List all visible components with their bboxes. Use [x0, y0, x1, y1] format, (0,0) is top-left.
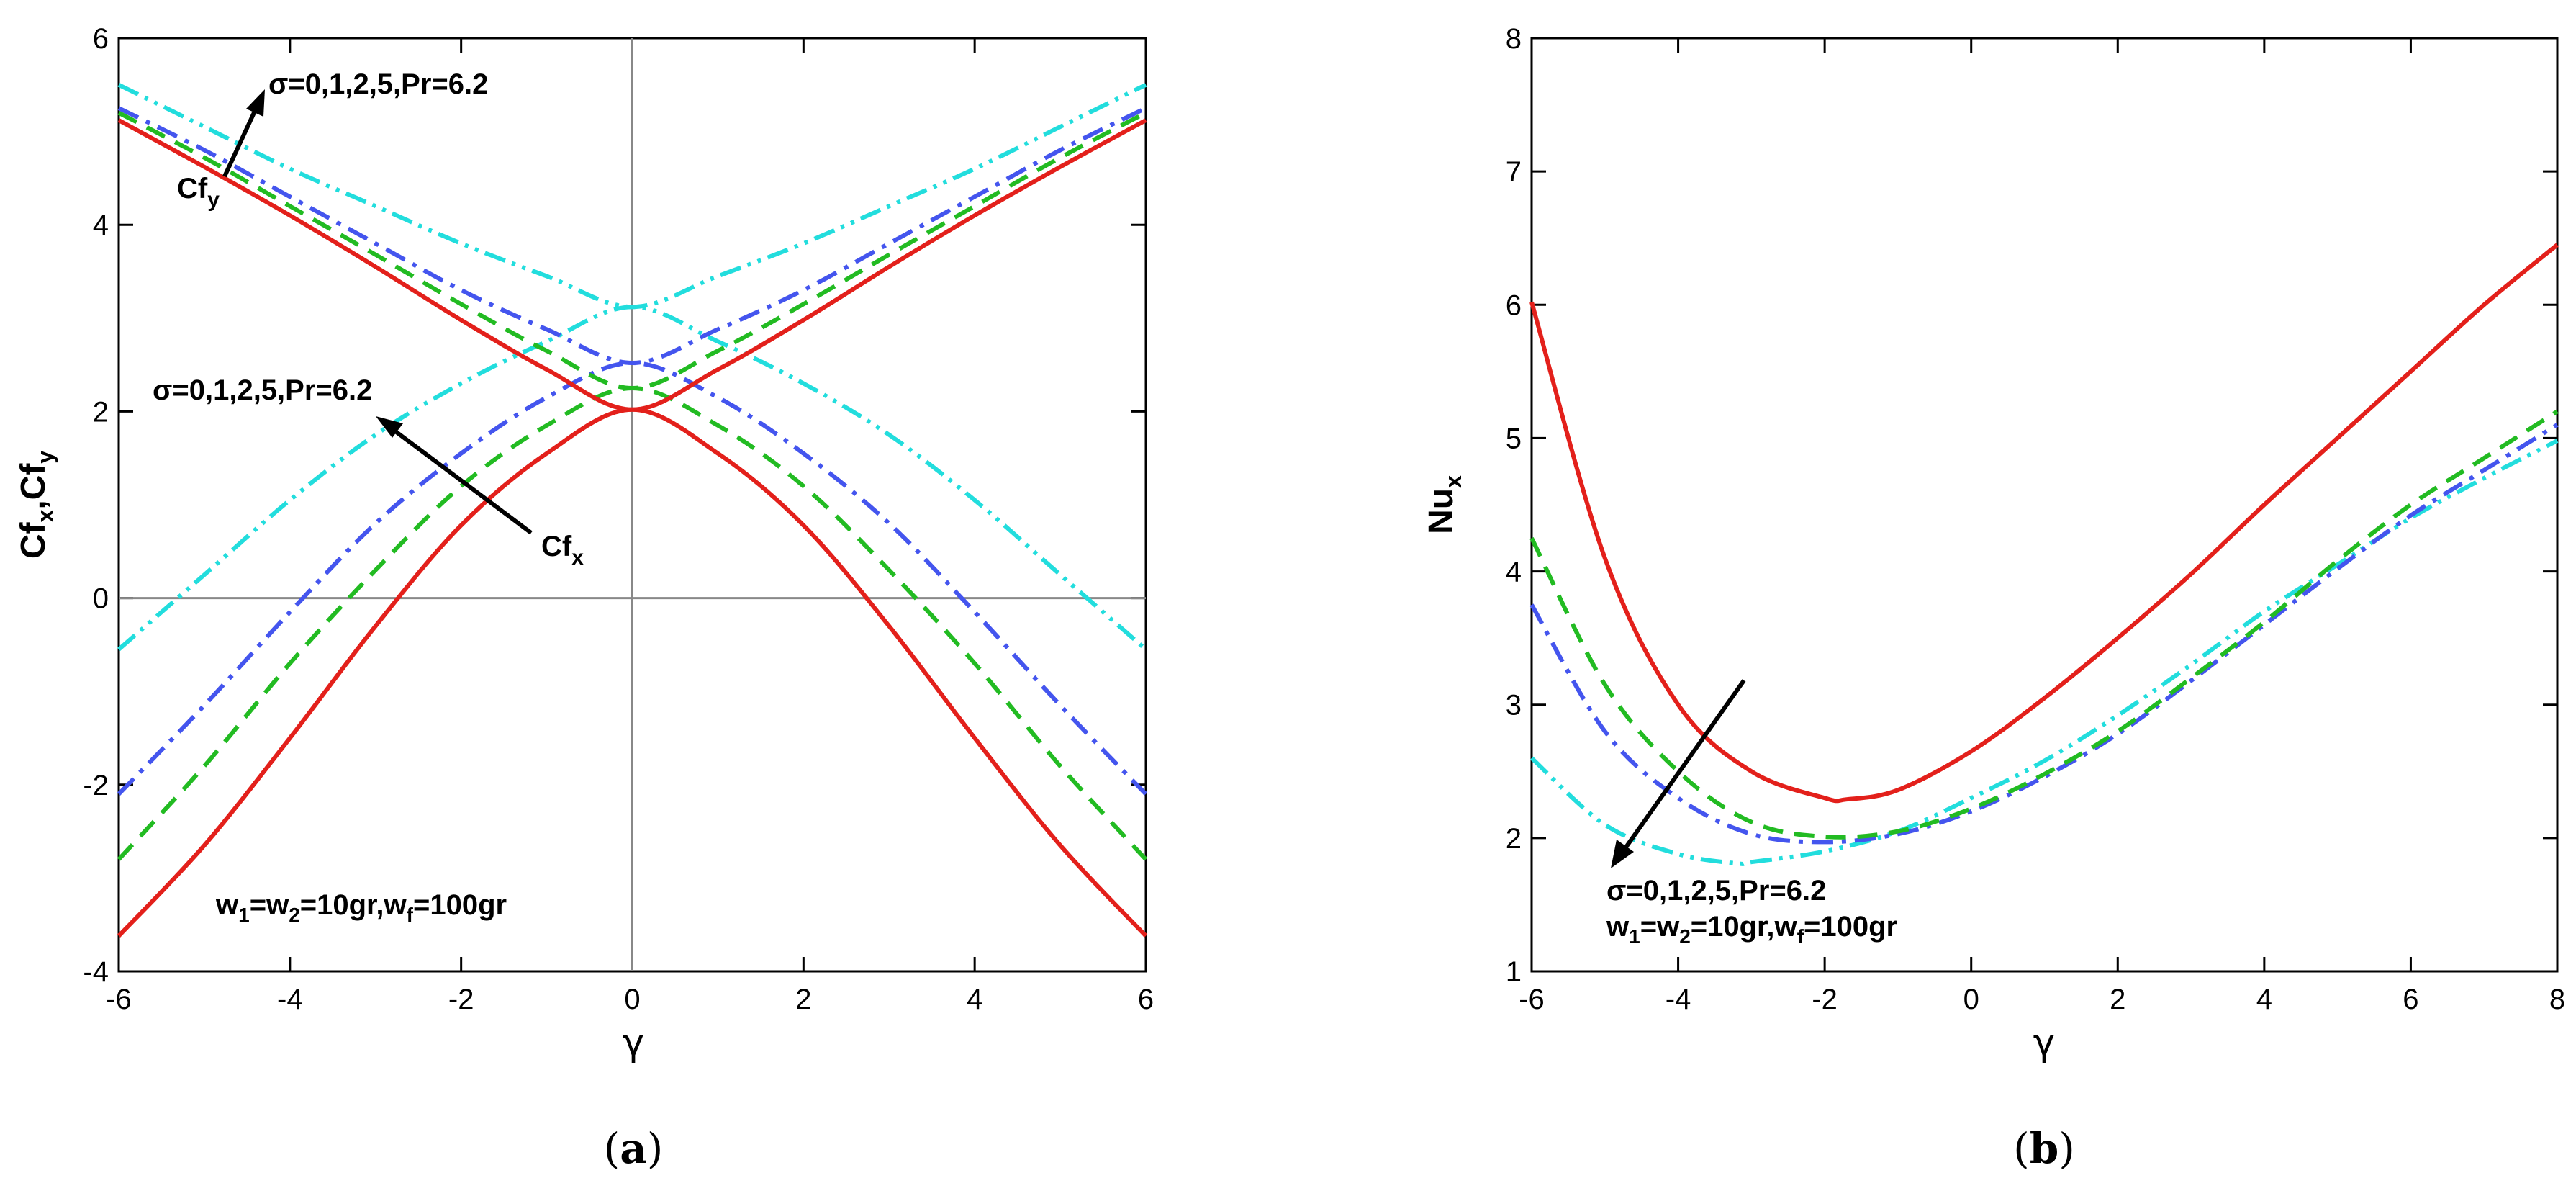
panel-a-xtick-label: 4: [967, 984, 982, 1015]
panel-b-nu-line-0: [1529, 243, 2559, 804]
panel-b-ytick-label: 7: [1506, 156, 1522, 188]
panel-b-frame: [1530, 37, 2559, 973]
panel-b-ytick-label: 5: [1506, 423, 1522, 454]
panel-b-xlabel: γ: [2033, 1021, 2056, 1064]
panel-b-nu-line-3: [1529, 439, 2559, 866]
panel-b-nu-line-1: [1529, 409, 2559, 840]
panel-b-weights: w1=w2=10gr,wf=100gr: [1606, 911, 1897, 948]
panel-b-ytick-label: 2: [1506, 823, 1522, 855]
panel-b-ytick-label: 8: [1506, 23, 1522, 55]
panel-a-caption: (a): [604, 1124, 664, 1173]
panel-a-xtick-label: 0: [624, 984, 640, 1015]
panel-b-xtick-label: 8: [2549, 984, 2565, 1015]
panel-a-ytick-label: -2: [83, 770, 109, 801]
panel-a-cfy-params: σ=0,1,2,5,Pr=6.2: [268, 68, 488, 100]
panel-a-xtick-label: 2: [795, 984, 811, 1015]
panel-b-xtick-label: 4: [2256, 984, 2272, 1015]
panel-a-cfx-params: σ=0,1,2,5,Pr=6.2: [153, 374, 372, 406]
panel-b-nu-line-2: [1529, 423, 2559, 845]
panel-b-arrow: [1611, 679, 1746, 868]
panel-a-cfx-arrow: [376, 416, 533, 535]
panel-a-ytick-label: 2: [93, 396, 109, 428]
panel-a-ytick-label: 0: [93, 583, 109, 615]
panel-b-xtick-label: 0: [1963, 984, 1979, 1015]
panel-a-cfy-label: Cfy: [177, 173, 220, 212]
panel-b-xtick-label: 2: [2110, 984, 2125, 1015]
panel-b-ytick-label: 1: [1506, 956, 1522, 988]
panel-b-xtick-label: -2: [1812, 984, 1838, 1015]
panel-a-cfy-arrow: [222, 89, 265, 178]
panel-b-params: σ=0,1,2,5,Pr=6.2: [1606, 875, 1826, 907]
panel-b-xtick-label: 6: [2403, 984, 2418, 1015]
panel-a-xtick-label: -4: [277, 984, 303, 1015]
panel-a-xtick-label: 6: [1138, 984, 1154, 1015]
panel-a-ytick-label: -4: [83, 956, 109, 988]
panel-b-ylabel: Nux: [1422, 475, 1466, 534]
panel-a-ytick-label: 4: [93, 210, 109, 241]
panel-a-xlabel: γ: [623, 1021, 645, 1064]
panel-b: -6 -4 -2 0 2 4 6 8 1 2 3 4 5 6 7 8 Nux γ σ=0,1,2,5,Pr=6…: [1422, 23, 2565, 1173]
panel-b-ytick-label: 4: [1506, 557, 1522, 588]
panel-b-ytick-label: 6: [1506, 289, 1522, 321]
panel-a-cfy-line-2: [117, 106, 1147, 366]
panel-a-xtick-label: -2: [448, 984, 474, 1015]
panel-b-xtick-label: -4: [1666, 984, 1691, 1015]
panel-a-xtick-label: -6: [106, 984, 132, 1015]
panel-a-cfy-line-3: [117, 83, 1147, 310]
panel-a-cfy-line-0: [117, 118, 1147, 412]
panel-a-weights: w1=w2=10gr,wf=100gr: [215, 889, 507, 926]
panel-a-cfy-line-1: [117, 111, 1147, 391]
panel-b-xtick-label: -6: [1519, 984, 1545, 1015]
panel-b-caption: (b): [2013, 1124, 2075, 1173]
panel-a-ytick-label: 6: [93, 23, 109, 55]
panel-a-ylabel: Cfx,Cfy: [14, 451, 58, 559]
panel-b-ytick-label: 3: [1506, 690, 1522, 721]
panel-a-cfx-label: Cfx: [541, 531, 584, 570]
